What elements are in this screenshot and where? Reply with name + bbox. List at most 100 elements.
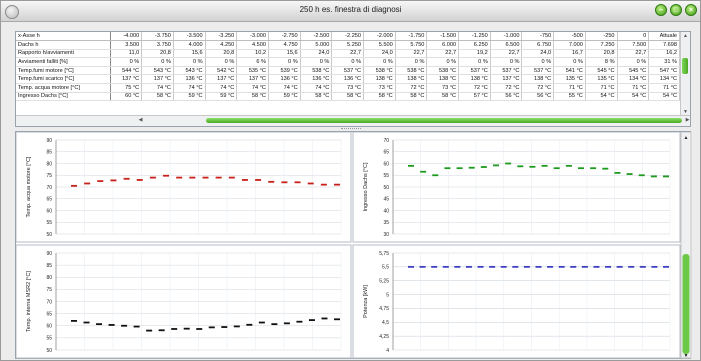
table-cell: 7.250 — [585, 40, 618, 50]
horizontal-scroll-thumb[interactable] — [206, 118, 682, 123]
data-point — [334, 183, 340, 186]
charts-scroll-thumb[interactable] — [682, 254, 690, 354]
data-point — [228, 176, 235, 179]
row-label: Avviamenti falliti [%] — [16, 57, 111, 67]
minimize-button[interactable]: – — [655, 4, 667, 16]
table-cell: 137 °C — [141, 74, 174, 85]
table-cell: 136 °C — [300, 74, 333, 85]
table-cell: 4.500 — [236, 40, 269, 50]
y-tick-label: 50 — [383, 185, 389, 191]
y-tick-label: 50 — [46, 348, 52, 354]
table-cell: 71 °C — [617, 83, 650, 93]
table-horizontal-scrollbar[interactable]: ◀ ▶ — [16, 115, 690, 126]
data-point — [454, 265, 461, 268]
data-point — [255, 179, 262, 181]
table-cell: -750 — [521, 32, 555, 42]
table-cell: -2.000 — [363, 32, 396, 42]
table-cell: 0 % — [553, 57, 586, 67]
data-point — [541, 164, 548, 167]
data-point — [523, 265, 530, 268]
table-cell: 20,8 — [141, 49, 174, 59]
maximize-button[interactable]: □ — [670, 4, 682, 16]
table-cell: 20,8 — [585, 49, 618, 59]
table-cell: 138 °C — [395, 74, 428, 85]
data-point — [547, 265, 554, 268]
table-row[interactable]: Temp. acqua motore [°C] 75 °C 74 °C 74 °C 74… — [16, 83, 680, 93]
table-cell: 72 °C — [458, 83, 491, 93]
data-point — [202, 176, 209, 179]
table-cell: 73 °C — [426, 83, 460, 93]
table-cell: 0 % — [617, 57, 650, 67]
table-row[interactable]: Ingresso Dachs [°C] 60 °C 58 °C 59 °C 59 °C 5… — [16, 92, 680, 102]
window-menu-icon[interactable] — [5, 5, 19, 19]
data-point — [320, 183, 327, 186]
table-cell: 59 °C — [205, 92, 238, 102]
scroll-down-icon[interactable]: ▼ — [683, 109, 688, 115]
table-cell: 537 °C — [490, 66, 523, 76]
data-point — [605, 265, 612, 268]
charts-panel: ▲ ▼ 90 85 80 75 70 65 60 55 50 Temp. acqua motore [… — [15, 131, 692, 359]
table-cell: 138 °C — [521, 74, 555, 85]
data-point — [456, 167, 463, 170]
table-cell: Attuale — [648, 32, 680, 42]
data-point — [108, 324, 115, 326]
scroll-right-icon[interactable]: ▶ — [685, 117, 690, 123]
table-row[interactable]: Dachs h 3.500 3.750 4.000 4.250 4.500 4.750 5.0… — [16, 40, 680, 50]
table-cell: -2.250 — [331, 32, 365, 42]
data-point — [578, 167, 584, 170]
table-cell: 58 °C — [300, 92, 333, 102]
table-row[interactable]: Temp.fumi motore [°C] 544 °C 543 °C 543 °C 5… — [16, 66, 680, 76]
table-row[interactable]: Temp.fumi scarico [°C] 137 °C 137 °C 136 °C… — [16, 74, 680, 85]
table-cell: 22,7 — [395, 49, 428, 59]
data-point — [553, 167, 560, 170]
table-cell: 538 °C — [300, 66, 333, 76]
scroll-down-icon[interactable]: ▼ — [684, 353, 689, 359]
data-point — [268, 180, 275, 183]
title-bar[interactable]: 250 h es. finestra di diagnosi – □ × — [1, 1, 700, 22]
table-cell: 16,2 — [648, 49, 680, 59]
data-point — [468, 166, 475, 169]
table-vertical-scrollbar[interactable]: ▲ ▼ — [680, 32, 690, 116]
table-cell: 0 % — [331, 57, 365, 67]
table-cell: 135 °C — [585, 74, 618, 85]
table-cell: 538 °C — [426, 66, 460, 76]
table-cell: 544 °C — [110, 66, 143, 76]
table-cell: 136 °C — [331, 74, 365, 85]
window-title: 250 h es. finestra di diagnosi — [299, 5, 402, 14]
y-tick-label: 70 — [46, 299, 52, 305]
data-point — [489, 265, 496, 268]
scroll-up-icon[interactable]: ▲ — [684, 135, 689, 141]
y-tick-label: 75 — [46, 287, 52, 293]
table-row[interactable]: Avviamenti falliti [%] 0 % 0 % 0 % 0 % 6 % 0 %… — [16, 57, 680, 67]
table-row[interactable]: x-Asse h -4.000 -3.750 -3.500 -3.250 -3.000 -2… — [16, 32, 680, 42]
table-cell: 0 % — [395, 57, 428, 67]
table-cell: 545 °C — [585, 66, 618, 76]
scroll-left-icon[interactable]: ◀ — [138, 117, 143, 123]
data-point — [215, 176, 222, 179]
table-cell: 6 % — [236, 57, 269, 67]
table-cell: 0 % — [426, 57, 460, 67]
close-button[interactable]: × — [685, 4, 697, 16]
row-label: x-Asse h — [16, 32, 111, 42]
table-cell: 55 °C — [553, 92, 586, 102]
table-row[interactable]: Rapporto h/avviamenti 11,0 20,8 15,6 20,8 10,… — [16, 49, 680, 59]
scroll-up-icon[interactable]: ▲ — [683, 33, 688, 39]
y-tick-label: 85 — [46, 150, 52, 156]
data-point — [96, 323, 103, 326]
table-cell: 54 °C — [585, 92, 618, 102]
data-point — [465, 265, 472, 268]
data-point — [281, 181, 288, 184]
minimize-icon: – — [659, 7, 663, 14]
table-cell: -1.250 — [458, 32, 491, 42]
table-cell: 54 °C — [617, 92, 650, 102]
y-axis-label: Ingresso Dachs [°C] — [363, 162, 369, 211]
vertical-scroll-thumb[interactable] — [682, 58, 688, 74]
data-point — [296, 320, 303, 323]
y-tick-label: 40 — [383, 208, 389, 214]
data-point — [283, 322, 290, 325]
table-cell: 0 % — [205, 57, 238, 67]
charts-vertical-scrollbar[interactable] — [680, 132, 692, 359]
data-point — [431, 265, 438, 268]
table-cell: 7.000 — [553, 40, 586, 50]
data-point — [493, 164, 499, 167]
